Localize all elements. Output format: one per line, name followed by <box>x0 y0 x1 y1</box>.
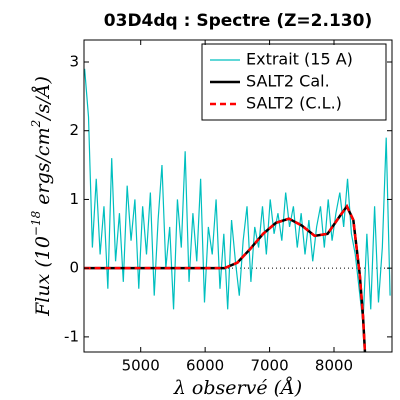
axes-frame <box>83 39 393 353</box>
x-tick-label: 8000 <box>315 357 353 375</box>
y-tick-label: 0 <box>69 259 79 277</box>
x-tick-label: 5000 <box>122 357 160 375</box>
y-tick-label: -1 <box>64 327 79 345</box>
x-tick-label: 6000 <box>186 357 224 375</box>
y-axis-label: Flux (10−18 ergs/cm2/s/Å) <box>29 76 55 317</box>
chart-title: 03D4dq : Spectre (Z=2.130) <box>104 11 372 31</box>
legend-label: Extrait (15 A) <box>246 50 353 69</box>
y-tick-label: 3 <box>69 52 79 70</box>
series-line <box>84 203 367 352</box>
legend: Extrait (15 A) SALT2 Cal. SALT2 (C.L.) <box>201 43 387 121</box>
y-label-part: ergs/cm <box>32 127 54 210</box>
x-axis-label: λ observé (Å) <box>173 377 302 399</box>
y-tick-label: 2 <box>69 121 79 139</box>
y-label-superscript: 2 <box>29 120 43 129</box>
plot-area <box>84 68 392 352</box>
legend-label: SALT2 (C.L.) <box>246 94 342 113</box>
y-label-part: Flux (10 <box>32 236 54 317</box>
y-label-superscript: −18 <box>29 210 43 236</box>
series-line <box>84 68 391 324</box>
x-tick-label: 7000 <box>250 357 288 375</box>
y-tick-label: 1 <box>69 190 79 208</box>
legend-label: SALT2 Cal. <box>246 72 330 91</box>
y-label-part: /s/Å) <box>32 76 54 122</box>
